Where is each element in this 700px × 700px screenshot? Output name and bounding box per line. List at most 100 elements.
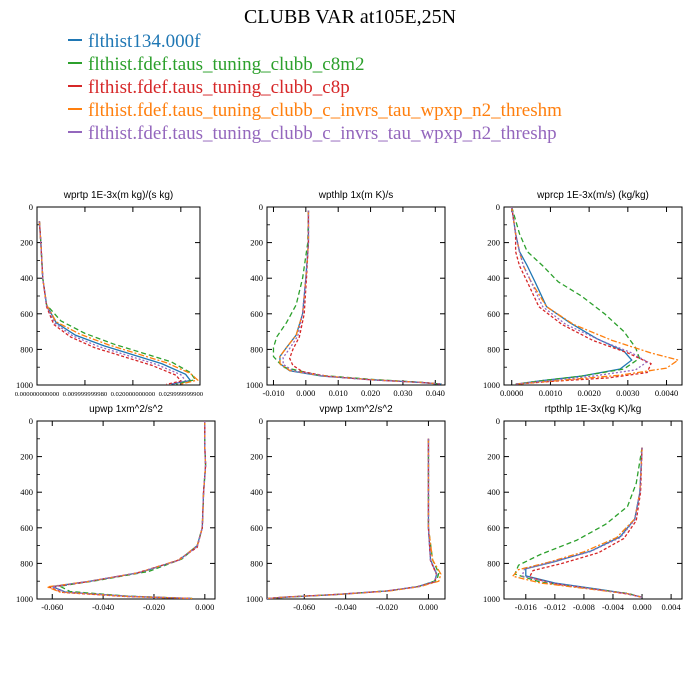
y-tick-label: 800 [20, 558, 33, 568]
legend-entry: flthist.fdef.taus_tuning_clubb_c8m2 [68, 53, 562, 76]
series-line [267, 438, 442, 599]
y-tick-label: 200 [20, 452, 33, 462]
series-line [38, 221, 197, 385]
y-tick-label: 0 [259, 202, 263, 212]
y-tick-label: 1000 [16, 594, 33, 604]
series-line [38, 221, 187, 385]
x-tick-label: 0.0000 [500, 388, 523, 398]
x-tick-label: 0.020000000000 [111, 391, 156, 398]
y-tick-label: 200 [487, 238, 500, 248]
x-tick-label: 0.0030 [616, 388, 639, 398]
panel-title: wprtp 1E-3x(m kg)/(s kg) [63, 190, 173, 201]
series-line [511, 207, 641, 385]
x-tick-label: 0.000 [195, 602, 214, 612]
y-tick-label: 400 [250, 273, 263, 283]
series-line [279, 210, 442, 385]
y-tick-label: 200 [20, 238, 33, 248]
x-tick-label: 0.010 [329, 388, 348, 398]
legend-swatch [68, 38, 82, 41]
x-tick-label: 0.020 [361, 388, 380, 398]
panel-title: rtpthlp 1E-3x(kg K)/kg [545, 404, 642, 415]
y-tick-label: 400 [487, 487, 500, 497]
y-tick-label: 800 [20, 344, 33, 354]
panel-title: wpthlp 1x(m K)/s [318, 190, 393, 201]
legend-swatch [68, 130, 82, 133]
y-tick-label: 400 [20, 273, 33, 283]
y-tick-label: 400 [487, 273, 500, 283]
x-tick-label: 0.000 [419, 602, 438, 612]
plot-frame [266, 420, 446, 600]
y-tick-label: 600 [250, 309, 263, 319]
series-line [267, 438, 438, 599]
y-tick-label: 600 [20, 309, 33, 319]
series-line [521, 447, 643, 598]
series-line [267, 438, 438, 599]
legend-label: flthist.fdef.taus_tuning_clubb_c8m2 [88, 54, 365, 75]
panel-title: upwp 1xm^2/s^2 [89, 404, 163, 415]
series-line [511, 207, 649, 385]
legend-entry: flthist.fdef.taus_tuning_clubb_c_invrs_t… [68, 99, 562, 122]
plot-frame [36, 206, 201, 386]
series-line [525, 447, 643, 598]
plot-frame [503, 206, 683, 386]
x-tick-label: -0.040 [92, 602, 114, 612]
series-line [38, 221, 192, 385]
y-tick-label: 1000 [246, 594, 263, 604]
y-tick-label: 1000 [16, 380, 33, 390]
series-line [511, 447, 643, 598]
legend-swatch [68, 107, 82, 110]
y-tick-label: 0 [29, 416, 33, 426]
series-line [288, 210, 442, 385]
series-line [38, 221, 199, 385]
x-tick-label: -0.040 [335, 602, 357, 612]
y-tick-label: 0 [29, 202, 33, 212]
series-line [514, 447, 643, 598]
x-tick-label: -0.060 [41, 602, 63, 612]
legend-label: flthist.fdef.taus_tuning_clubb_c_invrs_t… [88, 123, 557, 144]
series-line [49, 421, 207, 599]
y-tick-label: 1000 [246, 380, 263, 390]
y-tick-label: 200 [250, 238, 263, 248]
x-tick-label: 0.000 [632, 602, 651, 612]
panel-title: wprcp 1E-3x(m/s) (kg/kg) [536, 190, 649, 201]
legend-label: flthist.fdef.taus_tuning_clubb_c8p [88, 77, 350, 98]
x-tick-label: 0.0010 [539, 388, 562, 398]
series-line [511, 207, 633, 385]
x-tick-label: -0.004 [602, 602, 625, 612]
x-tick-label: 0.030 [393, 388, 412, 398]
x-tick-label: -0.060 [293, 602, 315, 612]
x-tick-label: 0.009999999980 [63, 391, 108, 398]
y-tick-label: 600 [20, 523, 33, 533]
y-tick-label: 1000 [483, 380, 500, 390]
x-tick-label: 0.040 [426, 388, 445, 398]
y-tick-label: 800 [250, 558, 263, 568]
y-tick-label: 200 [487, 452, 500, 462]
y-tick-label: 0 [496, 202, 500, 212]
y-tick-label: 0 [496, 416, 500, 426]
y-tick-label: 800 [250, 344, 263, 354]
y-tick-label: 400 [250, 487, 263, 497]
y-tick-label: 800 [487, 344, 500, 354]
plot-frame [503, 420, 683, 600]
legend-entry: flthist.fdef.taus_tuning_clubb_c8p [68, 76, 562, 99]
x-tick-label: -0.012 [544, 602, 566, 612]
legend-label: flthist.fdef.taus_tuning_clubb_c_invrs_t… [88, 100, 562, 121]
series-line [528, 447, 643, 598]
y-tick-label: 1000 [483, 594, 500, 604]
x-tick-label: -0.016 [515, 602, 537, 612]
series-line [282, 210, 442, 385]
legend-swatch [68, 61, 82, 64]
y-tick-label: 800 [487, 558, 500, 568]
y-tick-label: 600 [487, 523, 500, 533]
y-tick-label: 600 [250, 523, 263, 533]
figure-title: CLUBB VAR at105E,25N [243, 6, 457, 28]
legend-entry: flthist134.000f [68, 30, 562, 53]
series-line [44, 421, 207, 599]
x-tick-label: -0.020 [143, 602, 165, 612]
y-tick-label: 400 [20, 487, 33, 497]
x-tick-label: 0.000 [296, 388, 315, 398]
x-tick-label: -0.010 [262, 388, 284, 398]
plot-frame [266, 206, 446, 386]
series-line [47, 421, 207, 599]
